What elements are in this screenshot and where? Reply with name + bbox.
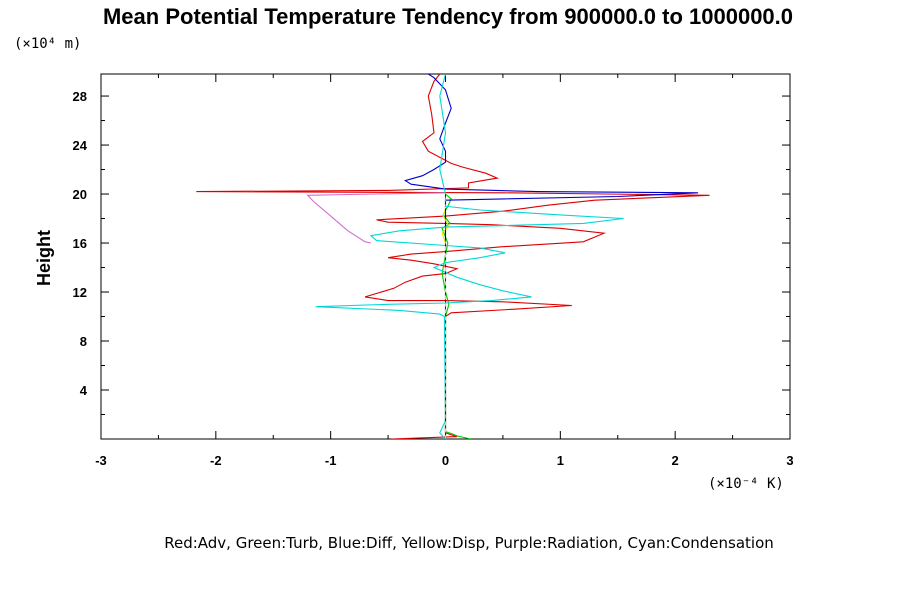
- y-tick-label: 16: [73, 236, 87, 251]
- y-tick-label: 24: [73, 138, 88, 153]
- y-tick-label: 12: [73, 285, 87, 300]
- series-line-adv: [196, 74, 710, 439]
- y-tick-label: 28: [73, 89, 87, 104]
- x-tick-label: -2: [210, 453, 222, 468]
- x-tick-label: 2: [672, 453, 679, 468]
- plot-area: [100, 73, 791, 440]
- tick-marks: [100, 74, 791, 439]
- series-line-condensation: [315, 74, 624, 439]
- y-tick-label: 8: [80, 334, 87, 349]
- y-unit-label: (×10⁴ m): [14, 36, 81, 52]
- x-tick-labels: -3 -2 -1 0 1 2 3: [95, 453, 793, 468]
- chart-title: Mean Potential Temperature Tendency from…: [103, 4, 793, 29]
- y-tick-label: 4: [80, 383, 88, 398]
- x-tick-label: 3: [786, 453, 793, 468]
- y-tick-label: 20: [73, 187, 87, 202]
- y-axis-title: Height: [34, 230, 54, 286]
- x-tick-label: 0: [442, 453, 449, 468]
- y-tick-labels: 4 8 12 16 20 24 28: [73, 89, 88, 398]
- legend-text: Red:Adv, Green:Turb, Blue:Diff, Yellow:D…: [164, 534, 774, 552]
- series-line-diff: [403, 74, 699, 439]
- series-line-radiation: [306, 192, 446, 244]
- x-tick-label: -3: [95, 453, 107, 468]
- x-unit-label: (×10⁻⁴ K): [708, 476, 784, 492]
- x-tick-label: 1: [557, 453, 564, 468]
- x-tick-label: -1: [325, 453, 337, 468]
- series-layer: [196, 74, 710, 439]
